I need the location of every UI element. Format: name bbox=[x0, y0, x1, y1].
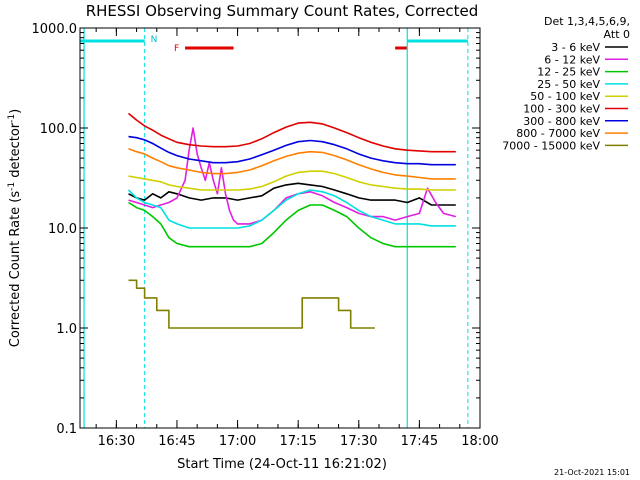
y-tick-label: 100.0 bbox=[40, 122, 77, 137]
legend-header-detectors: Det 1,3,4,5,6,9, bbox=[544, 15, 630, 28]
legend-header-attenuator: Att 0 bbox=[604, 28, 630, 41]
legend-label-7: 300 - 800 keV bbox=[523, 115, 600, 128]
chart-title: RHESSI Observing Summary Count Rates, Co… bbox=[86, 2, 479, 20]
series-line-3 bbox=[128, 201, 456, 248]
series-line-8 bbox=[128, 148, 456, 180]
x-tick-label: 17:00 bbox=[219, 434, 256, 449]
x-tick-label: 16:45 bbox=[158, 434, 195, 449]
series-line-6 bbox=[127, 112, 456, 153]
x-tick-label: 17:45 bbox=[401, 434, 438, 449]
legend-label-2: 6 - 12 keV bbox=[544, 53, 600, 66]
series-line-2 bbox=[128, 127, 457, 225]
x-tick-label: 18:00 bbox=[461, 434, 498, 449]
legend-label-1: 3 - 6 keV bbox=[551, 41, 600, 54]
series-line-5 bbox=[128, 170, 456, 191]
series-line-1 bbox=[128, 182, 456, 206]
legend-label-3: 12 - 25 keV bbox=[537, 66, 600, 79]
x-tick-label: 17:15 bbox=[279, 434, 316, 449]
y-axis-label-exponent-2: -1 bbox=[7, 114, 17, 123]
legend-label-5: 50 - 100 keV bbox=[530, 90, 600, 103]
legend-label-4: 25 - 50 keV bbox=[537, 78, 600, 91]
legend-label-8: 800 - 7000 keV bbox=[516, 127, 600, 140]
x-tick-label: 16:30 bbox=[98, 434, 135, 449]
timestamp: 21-Oct-2021 15:01 bbox=[554, 468, 630, 477]
x-tick-label: 17:30 bbox=[340, 434, 377, 449]
x-axis-label: Start Time (24-Oct-11 16:21:02) bbox=[177, 457, 387, 472]
series-line-9 bbox=[128, 279, 375, 329]
y-tick-label: 1.0 bbox=[56, 322, 77, 337]
legend-label-6: 100 - 300 keV bbox=[523, 103, 600, 116]
y-axis-label-main: Corrected Count Rate (s bbox=[8, 191, 23, 348]
y-tick-label: 1000.0 bbox=[32, 22, 78, 37]
plot-area: NF bbox=[80, 28, 469, 428]
y-axis-label-middle: detector bbox=[8, 122, 23, 182]
flare-marker-label: F bbox=[174, 44, 179, 54]
y-tick-label: 10.0 bbox=[48, 222, 77, 237]
series-line-4 bbox=[127, 189, 456, 229]
y-axis-label: Corrected Count Rate (s-1 detector-1) bbox=[7, 109, 23, 347]
y-tick-label: 0.1 bbox=[56, 422, 77, 437]
y-axis-label-end: ) bbox=[8, 109, 23, 114]
legend-label-9: 7000 - 15000 keV bbox=[502, 139, 600, 152]
axes: 16:30 16:45 17:00 17:15 17:30 17:45 18:00 0.1 1.… bbox=[32, 22, 499, 449]
series-line-7 bbox=[128, 135, 456, 166]
saa-marker-label: N bbox=[151, 35, 158, 45]
y-axis-label-exponent-1: -1 bbox=[7, 182, 17, 191]
